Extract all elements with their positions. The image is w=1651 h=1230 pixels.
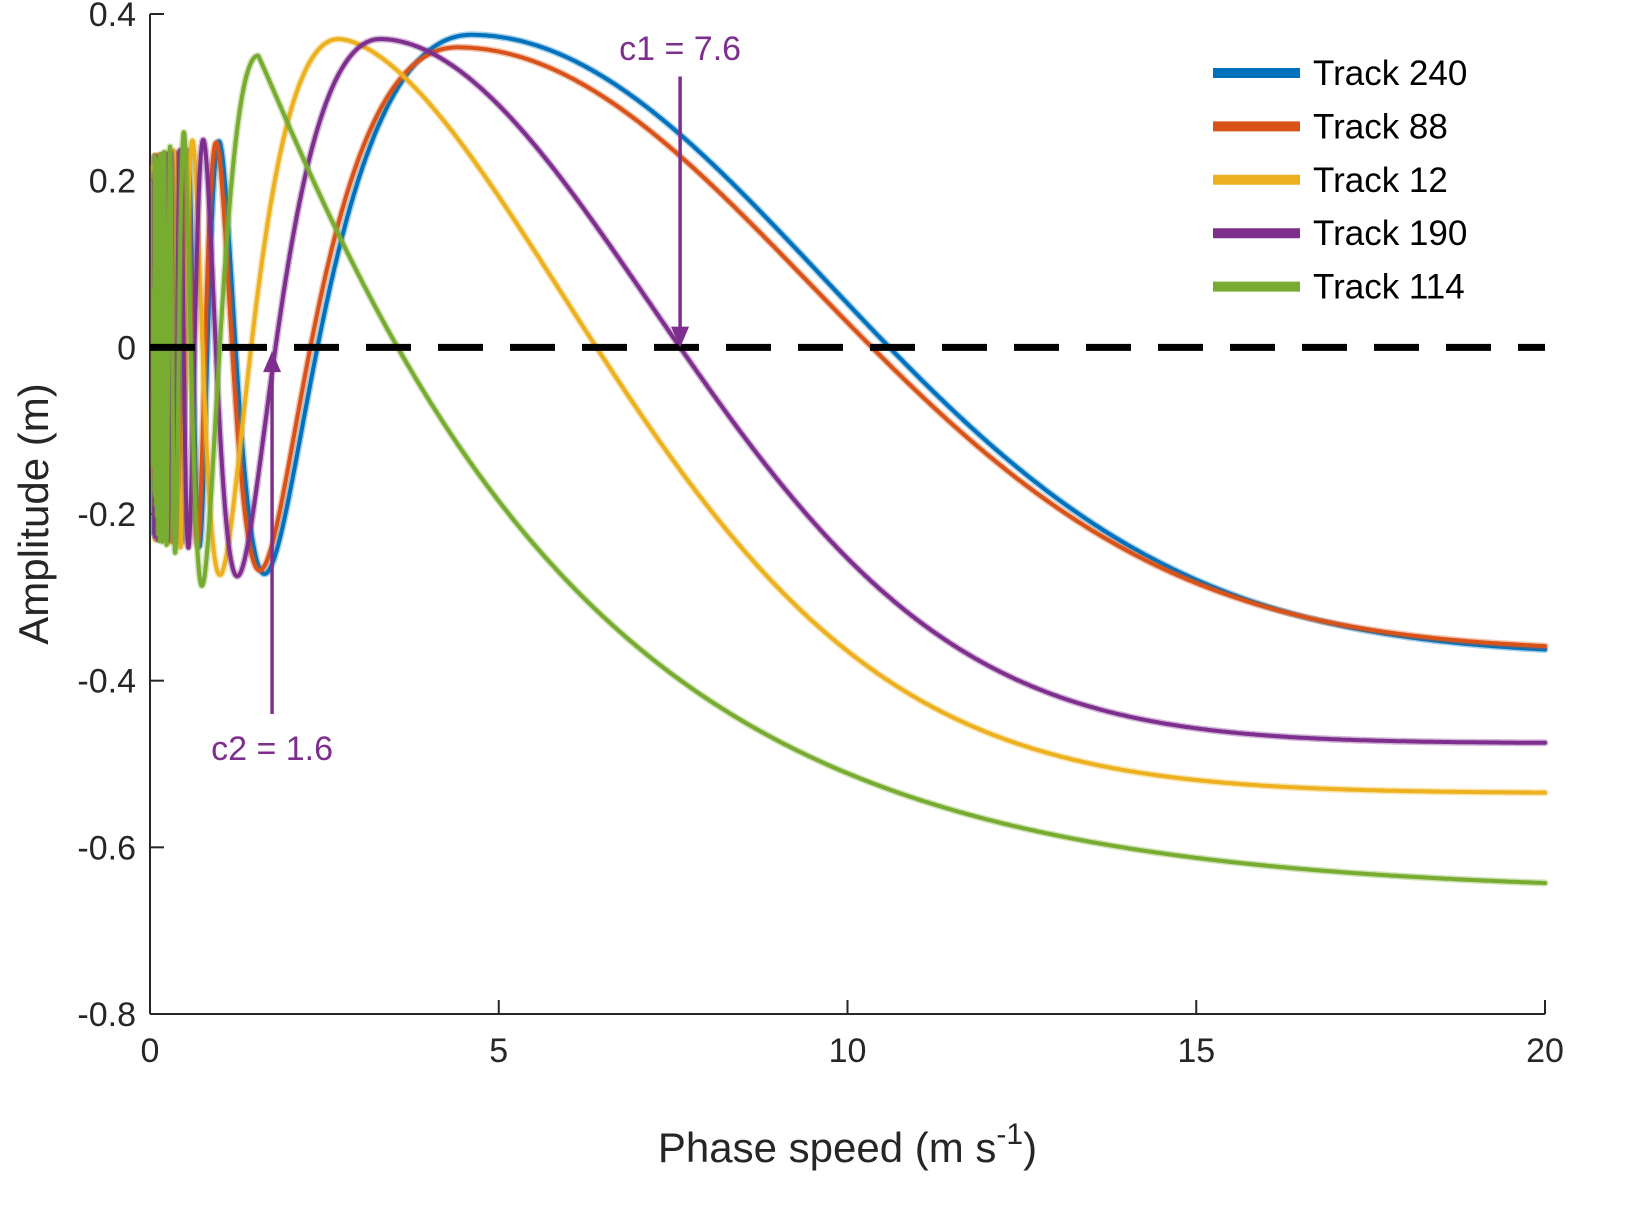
legend-item-track-12: Track 12 — [1213, 161, 1448, 200]
x-tick-label: 0 — [141, 1032, 160, 1070]
series-track-114 — [150, 52, 1549, 887]
annotation-c2: c2 = 1.6 — [211, 351, 333, 768]
legend-item-track-240: Track 240 — [1213, 54, 1467, 93]
x-axis-label-close: ) — [1023, 1124, 1037, 1171]
series-line-track-88 — [151, 45, 1547, 649]
series-line-track-12 — [151, 37, 1547, 795]
legend-item-track-88: Track 88 — [1213, 107, 1448, 146]
legend-item-track-190: Track 190 — [1213, 214, 1467, 253]
series-line-track-190 — [151, 37, 1547, 745]
y-tick-label: 0 — [117, 329, 136, 367]
annotation-c2-arrowhead-icon — [263, 351, 282, 373]
series-line-track-240 — [151, 32, 1547, 652]
y-tick-label: -0.8 — [77, 996, 136, 1034]
y-tick-label: 0.4 — [89, 0, 136, 34]
x-axis-label-main: Phase speed (m s — [658, 1124, 997, 1171]
y-tick-label: -0.6 — [77, 829, 136, 867]
x-tick-label: 15 — [1177, 1032, 1215, 1070]
annotation-c2-text: c2 = 1.6 — [211, 730, 333, 768]
legend-label-track-12: Track 12 — [1313, 161, 1448, 200]
y-tick-label: 0.2 — [89, 163, 136, 201]
x-axis-label: Phase speed (m s-1) — [658, 1118, 1037, 1171]
y-tick-label: -0.2 — [77, 496, 136, 534]
annotation-c1: c1 = 7.6 — [619, 30, 741, 348]
series-track-190 — [150, 35, 1549, 747]
y-tick-label: -0.4 — [77, 663, 136, 701]
annotation-c1-arrowhead-icon — [671, 326, 690, 348]
series-track-12 — [150, 35, 1549, 797]
x-tick-label: 10 — [829, 1032, 867, 1070]
x-tick-label: 5 — [489, 1032, 508, 1070]
series-track-88 — [150, 43, 1549, 650]
legend-label-track-190: Track 190 — [1313, 214, 1467, 253]
x-axis-label-superscript: -1 — [996, 1118, 1023, 1151]
legend-label-track-114: Track 114 — [1313, 268, 1465, 307]
series-track-240 — [150, 31, 1549, 653]
legend-item-track-114: Track 114 — [1213, 268, 1465, 307]
legend-label-track-240: Track 240 — [1313, 54, 1467, 93]
x-tick-label: 20 — [1526, 1032, 1564, 1070]
series-line-track-114 — [151, 53, 1547, 885]
y-axis-label: Amplitude (m) — [10, 383, 57, 644]
legend: Track 240 Track 88 Track 12 Track 190 Track … — [1213, 54, 1467, 307]
legend-label-track-88: Track 88 — [1313, 107, 1448, 146]
annotation-c1-text: c1 = 7.6 — [619, 30, 741, 68]
